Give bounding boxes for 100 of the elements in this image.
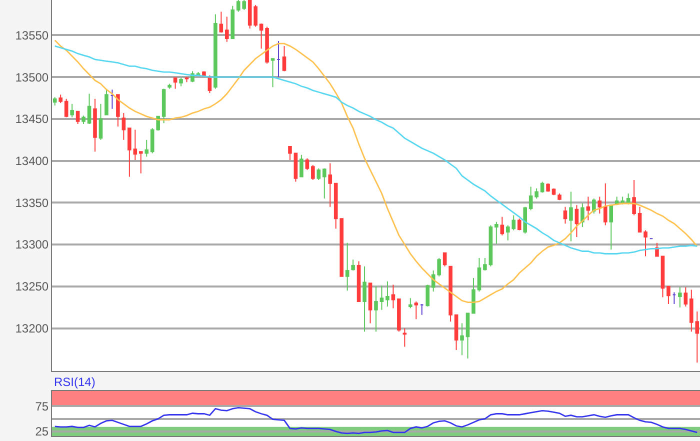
candlestick [133,129,138,160]
candlestick [322,168,326,199]
candlestick [523,206,527,234]
candlestick [311,164,315,181]
y-tick-label: 13550 [15,28,49,42]
candlestick [259,22,264,50]
candlestick [494,221,498,244]
candlestick [230,5,235,40]
candlestick [87,93,92,124]
candlestick [660,256,665,298]
candlestick [472,278,476,314]
candlestick [368,282,372,324]
candlestick [162,88,166,124]
candlestick [569,191,573,242]
candlestick [104,89,108,116]
candlestick [316,168,321,181]
candlestick [345,242,350,292]
candlestick [528,186,533,211]
candlestick [466,312,470,359]
candlestick [408,298,412,309]
candlestick [110,89,114,110]
candlestick [540,181,544,194]
candlestick [454,314,458,351]
candlestick [678,286,682,308]
candlestick [122,112,126,140]
candlestick [460,322,464,356]
candlestick [414,300,418,320]
y-tick-label: 13300 [15,238,49,252]
candlestick [500,216,504,236]
candlestick [580,203,584,228]
y-tick-label: 13450 [15,112,49,126]
line-series [54,406,698,434]
candlestick [598,196,602,214]
y-tick-label: 25 [35,424,49,439]
candlestick [380,285,384,310]
candlestick [386,280,390,308]
candlestick [351,259,355,271]
candlestick [82,115,86,124]
candlestick [282,46,286,72]
candlestick [592,198,596,214]
candlestick [116,94,120,127]
candlestick [225,16,229,42]
candlestick [391,284,396,309]
candlestick [672,292,676,304]
y-tick-label: 13500 [15,70,49,84]
candlestick [179,77,183,87]
candlestick [558,192,562,201]
y-tick-label: 13200 [15,321,49,336]
candlestick [184,76,189,83]
candlestick [128,128,132,178]
candlestick [420,304,424,316]
candlestick [138,151,143,174]
candlestick [219,11,224,34]
candlestick [644,230,648,257]
candlestick [93,98,97,152]
candlestick [64,98,68,118]
line-series [54,40,698,304]
candlestick [546,182,550,192]
candlestick [666,286,670,304]
candlestick [603,182,608,226]
chart-title: RSI(14) [54,375,96,389]
y-tick-label: 75 [35,399,49,414]
candlestick [374,286,378,332]
y-tick-label: 13350 [15,196,49,210]
candlestick [70,103,74,118]
candlestick [517,218,522,231]
candlestick [58,94,63,104]
candlestick [300,154,304,178]
candlestick [173,77,178,90]
candlestick [328,162,332,208]
candlestick [574,204,579,238]
candlestick [214,14,218,90]
candlestick [448,266,452,322]
candlestick [534,188,538,199]
candlestick [563,206,568,224]
candlestick [52,96,57,106]
y-tick-label: 13250 [15,280,49,294]
candlestick [144,139,149,158]
candlestick [586,196,590,221]
candlestick [76,110,80,124]
candlestick [609,204,614,250]
candlestick [305,158,310,171]
candlestick [265,26,269,64]
candlestick [426,284,430,308]
candlestick [294,152,298,182]
candlestick [288,146,292,160]
candlestick [488,224,493,267]
candlestick [270,58,275,88]
candlestick [684,286,688,308]
candlestick [276,40,280,78]
candlestick [626,192,630,205]
line-series [54,45,698,254]
candlestick [362,266,366,332]
candlestick [397,298,401,332]
candlestick [477,257,482,292]
candlestick [632,180,636,216]
candlestick [483,257,487,271]
candlestick [402,328,407,348]
y-tick-label: 13400 [15,154,49,168]
candlestick [168,83,172,90]
